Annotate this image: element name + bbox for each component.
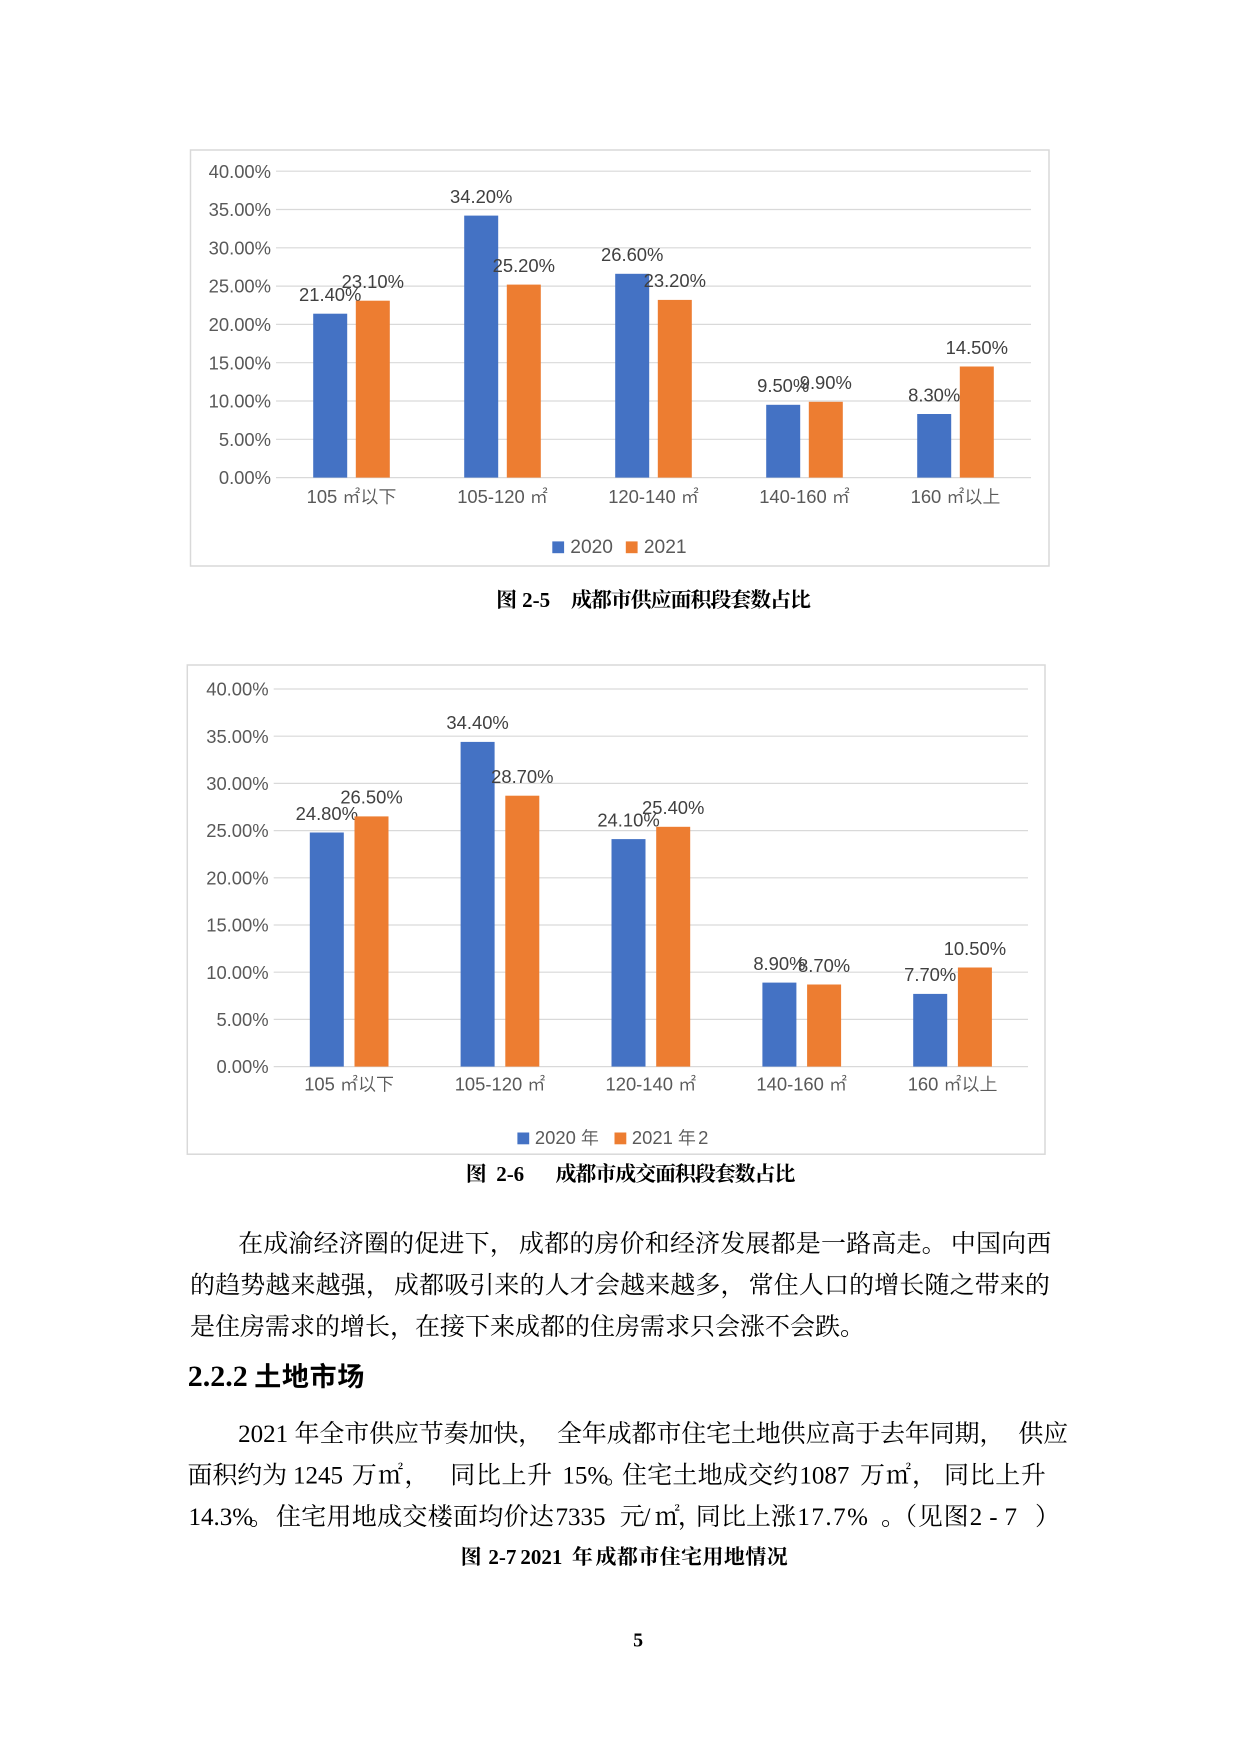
svg-text:2-5: 2-5 (522, 588, 550, 612)
svg-text:7335: 7335 (556, 1504, 606, 1531)
svg-text:2-7: 2-7 (488, 1545, 516, 1569)
svg-text:24.10%: 24.10% (597, 809, 659, 830)
svg-text:0.00%: 0.00% (219, 467, 271, 488)
svg-text:30.00%: 30.00% (206, 773, 268, 794)
svg-text:34.20%: 34.20% (450, 186, 512, 207)
svg-text:25.40%: 25.40% (642, 797, 704, 818)
svg-text:26.60%: 26.60% (601, 244, 663, 265)
svg-text:105-120: 105-120 (455, 1074, 523, 1095)
svg-text:15.00%: 15.00% (209, 352, 271, 373)
svg-text:105: 105 (307, 486, 338, 507)
svg-text:160: 160 (911, 486, 942, 507)
svg-text:25.00%: 25.00% (206, 820, 268, 841)
svg-text:5.00%: 5.00% (219, 429, 271, 450)
svg-text:0.00%: 0.00% (216, 1056, 268, 1077)
svg-text:2020: 2020 (570, 537, 613, 558)
svg-text:23.20%: 23.20% (644, 270, 706, 291)
svg-text:2020: 2020 (535, 1127, 576, 1148)
svg-text:20.00%: 20.00% (206, 867, 268, 888)
svg-text:40.00%: 40.00% (206, 679, 268, 700)
svg-text:2-6: 2-6 (496, 1162, 524, 1186)
svg-text:140-160: 140-160 (759, 486, 827, 507)
svg-text:2021: 2021 (632, 1127, 673, 1148)
svg-text:14.50%: 14.50% (946, 337, 1008, 358)
svg-text:160: 160 (908, 1074, 939, 1095)
svg-text:15%: 15% (562, 1463, 608, 1490)
svg-text:7.70%: 7.70% (904, 964, 956, 985)
svg-text:8.90%: 8.90% (753, 953, 805, 974)
svg-text:14.3%: 14.3% (189, 1504, 254, 1531)
svg-text:10.50%: 10.50% (944, 938, 1006, 959)
svg-text:2.2.2: 2.2.2 (188, 1360, 248, 1393)
svg-text:9.50%: 9.50% (757, 375, 809, 396)
svg-text:120-140: 120-140 (606, 1074, 674, 1095)
svg-text:105: 105 (304, 1074, 335, 1095)
svg-text:26.50%: 26.50% (340, 787, 402, 808)
svg-text:8.70%: 8.70% (798, 955, 850, 976)
svg-text:5: 5 (633, 1629, 643, 1651)
svg-text:105-120: 105-120 (457, 486, 525, 507)
svg-text:35.00%: 35.00% (206, 726, 268, 747)
svg-text:17.7%: 17.7% (797, 1504, 869, 1531)
svg-text:2021: 2021 (520, 1545, 562, 1569)
svg-text:2-7: 2-7 (970, 1504, 1024, 1531)
svg-text:9.90%: 9.90% (800, 372, 852, 393)
svg-text:23.10%: 23.10% (342, 271, 404, 292)
svg-text:25.20%: 25.20% (493, 255, 555, 276)
svg-text:24.80%: 24.80% (296, 803, 358, 824)
svg-text:2021: 2021 (238, 1421, 288, 1448)
svg-text:8.30%: 8.30% (908, 384, 960, 405)
svg-text:15.00%: 15.00% (206, 915, 268, 936)
svg-text:35.00%: 35.00% (209, 199, 271, 220)
svg-text:140-160: 140-160 (756, 1074, 824, 1095)
svg-text:28.70%: 28.70% (491, 766, 553, 787)
svg-text:2: 2 (698, 1127, 708, 1148)
svg-text:5.00%: 5.00% (216, 1009, 268, 1030)
svg-text:20.00%: 20.00% (209, 314, 271, 335)
svg-text:120-140: 120-140 (608, 486, 676, 507)
svg-text:21.40%: 21.40% (299, 284, 361, 305)
svg-text:34.40%: 34.40% (446, 712, 508, 733)
svg-text:40.00%: 40.00% (209, 161, 271, 182)
svg-text:10.00%: 10.00% (206, 962, 268, 983)
svg-text:25.00%: 25.00% (209, 276, 271, 297)
svg-text:10.00%: 10.00% (209, 391, 271, 412)
svg-text:30.00%: 30.00% (209, 237, 271, 258)
svg-text:/: / (644, 1504, 651, 1531)
svg-text:1087: 1087 (799, 1463, 849, 1490)
svg-text:2021: 2021 (644, 537, 687, 558)
svg-text:1245: 1245 (293, 1463, 343, 1490)
